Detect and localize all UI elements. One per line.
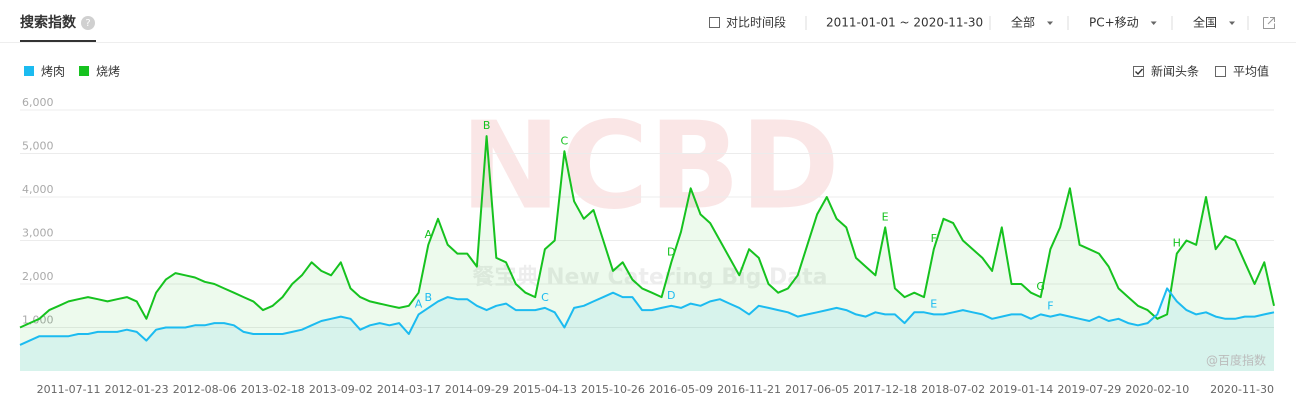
filter-dropdown[interactable]: 全部 [1011,15,1035,30]
x-tick-label: 2019-01-14 [989,383,1053,396]
x-tick-label: 2011-07-11 [37,383,101,396]
filter-dropdown[interactable]: PC+移动 [1089,16,1139,30]
legend-label[interactable]: 烤肉 [41,64,65,79]
option-checkbox[interactable] [1215,66,1226,77]
x-tick-label: 2013-02-18 [241,383,305,396]
option-label[interactable]: 平均值 [1233,64,1269,79]
x-tick-label: 2013-09-02 [309,383,373,396]
x-tick-label: 2017-06-05 [785,383,849,396]
annotation[interactable]: F [1047,300,1053,313]
help-icon-text: ? [85,18,90,29]
y-tick-label: 3,000 [22,227,54,240]
annotation[interactable]: B [425,291,433,304]
annotation[interactable]: D [667,289,675,302]
dropdown-caret [1229,21,1236,25]
annotation[interactable]: E [930,297,937,310]
legend-label[interactable]: 烧烤 [96,64,120,79]
watermark: @百度指数 [1206,353,1266,368]
tab-underline [20,40,96,42]
x-tick-label: 2018-07-02 [921,383,985,396]
filter-dropdown[interactable]: 全国 [1193,15,1217,30]
y-tick-label: 2,000 [22,270,54,283]
y-tick-label: 6,000 [22,96,54,109]
x-tick-label: 2020-11-30 [1210,383,1274,396]
x-tick-label: 2020-02-10 [1125,383,1189,396]
export-icon[interactable] [1263,17,1275,29]
help-icon[interactable] [81,16,95,30]
line [19,287,1275,346]
dropdown-caret [1047,21,1054,25]
checkmark [1135,68,1144,76]
line [19,135,1275,329]
annotation[interactable]: B [483,119,491,132]
x-tick-label: 2017-12-18 [853,383,917,396]
option-label[interactable]: 新闻头条 [1151,64,1199,79]
area [20,136,1274,371]
annotation[interactable]: C [541,291,549,304]
y-tick-label: 5,000 [22,140,54,153]
annotation[interactable]: D [667,245,675,258]
dropdown-caret [1150,21,1157,25]
legend-swatch[interactable] [24,66,34,76]
watermark: NCBD [460,98,840,237]
watermark: 餐宝典 New Catering Big Data [472,264,827,290]
x-tick-label: 2019-07-29 [1057,383,1121,396]
annotation[interactable]: E [882,210,889,223]
x-tick-label: 2014-03-17 [377,383,441,396]
x-tick-label: 2014-09-29 [445,383,509,396]
y-tick-label: 4,000 [22,183,54,196]
annotation[interactable]: G [1036,280,1045,293]
annotation[interactable]: A [415,297,423,310]
area [20,288,1274,371]
annotation[interactable]: A [425,228,433,241]
legend-swatch[interactable] [79,66,90,76]
date-range[interactable]: 2011-01-01 ~ 2020-11-30 [826,16,983,30]
x-tick-label: 2012-01-23 [105,383,169,396]
annotation[interactable]: C [561,134,569,147]
option-checkbox[interactable] [1133,66,1144,77]
annotation[interactable]: F [931,232,937,245]
compare-checkbox[interactable] [709,17,720,28]
x-tick-label: 2015-10-26 [581,383,645,396]
x-tick-label: 2012-08-06 [173,383,237,396]
compare-label[interactable]: 对比时间段 [726,15,786,30]
annotation[interactable]: H [1173,237,1181,250]
page-title: 搜索指数 [20,14,77,31]
x-tick-label: 2015-04-13 [513,383,577,396]
x-tick-label: 2016-11-21 [717,383,781,396]
x-tick-label: 2016-05-09 [649,383,713,396]
